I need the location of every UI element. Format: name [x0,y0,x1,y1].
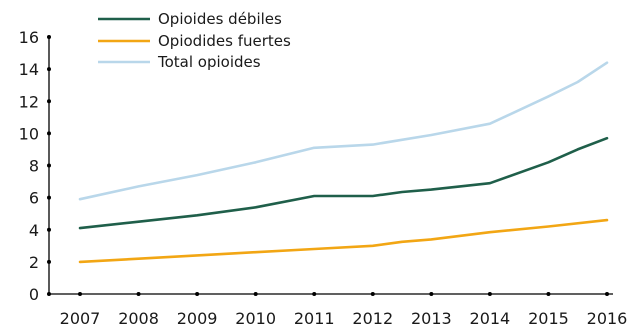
x-tick-mark [370,292,375,296]
y-tick-label: 10 [19,124,39,143]
y-tick-mark [47,35,51,39]
legend-label: Opiodides fuertes [158,32,291,50]
y-tick-mark [47,163,51,168]
legend: Opioides débiles Opiodides fuertes Total o… [98,10,291,71]
x-tick-label: 2010 [235,309,276,327]
x-tick-mark [429,292,434,296]
x-tick-label: 2007 [60,309,101,327]
x-axis: 2007 2008 2009 2010 2011 2012 2013 2014 2015 2016 [49,292,627,327]
x-tick-mark [487,292,492,296]
y-tick-label: 12 [19,92,39,111]
y-tick-mark [47,131,51,136]
x-tick-label: 2011 [294,309,335,327]
x-tick-label: 2013 [411,309,452,327]
y-axis: 0 2 4 6 8 10 12 14 16 [19,28,51,304]
y-tick-label: 14 [19,60,39,79]
x-tick-mark [312,292,317,296]
x-tick-mark [78,292,82,296]
y-tick-label: 8 [29,157,39,176]
y-tick-mark [47,195,51,200]
y-tick-label: 16 [19,28,39,47]
x-tick-label: 2014 [470,309,511,327]
series-line-2 [78,61,609,201]
y-tick-label: 6 [29,189,39,208]
y-tick-mark [47,259,51,264]
y-tick-mark [47,67,51,72]
legend-label: Opioides débiles [158,10,282,28]
y-tick-mark [47,99,51,104]
x-tick-label: 2008 [118,309,159,327]
x-tick-mark [253,292,258,296]
x-tick-mark [546,292,551,296]
y-tick-label: 4 [29,221,39,240]
x-tick-label: 2009 [177,309,218,327]
y-tick-label: 2 [29,253,39,272]
y-tick-mark [47,227,51,232]
x-tick-label: 2012 [352,309,393,327]
y-tick-label: 0 [29,285,39,304]
series-layer [78,61,609,264]
series-line-0 [78,136,609,230]
x-tick-mark [195,292,200,296]
legend-label: Total opioides [157,53,261,71]
x-tick-label: 2015 [528,309,569,327]
x-tick-mark [136,292,141,296]
x-tick-mark [605,292,609,296]
x-tick-label: 2016 [587,309,628,327]
series-line-1 [78,218,609,264]
